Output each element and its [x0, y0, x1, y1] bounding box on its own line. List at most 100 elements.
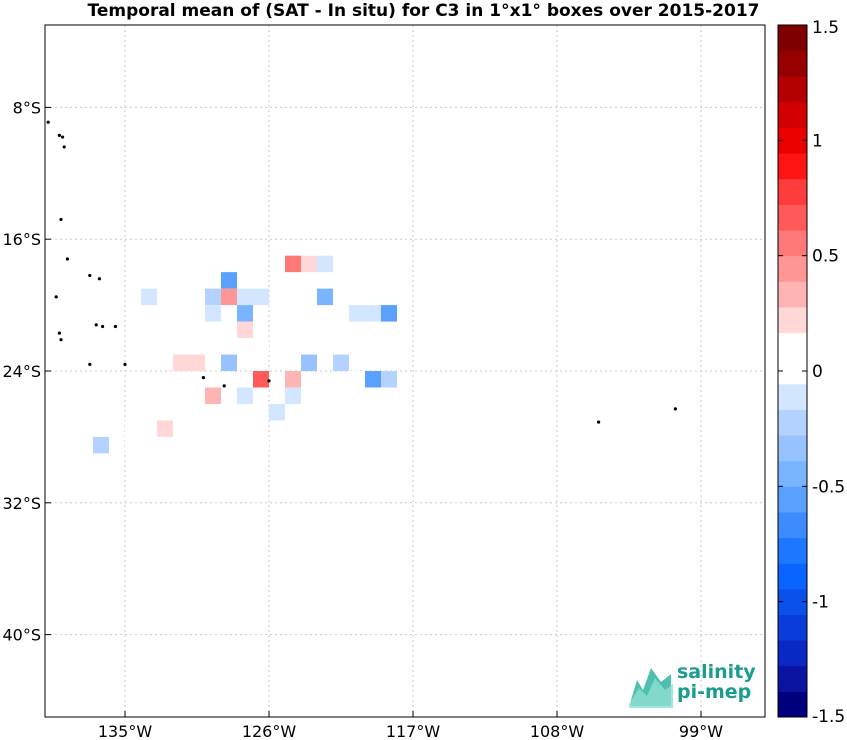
heatmap-cell-14 [365, 305, 381, 322]
colorbar-swatch-24 [778, 76, 807, 103]
heatmap-cell-15 [381, 305, 397, 322]
colorbar-swatch-3 [778, 614, 807, 641]
island-dot-10 [101, 324, 105, 329]
colorbar-swatch-14 [778, 332, 807, 359]
colorbar-swatch-11 [778, 409, 807, 436]
island-dot-18 [267, 379, 271, 383]
island-dot-0 [46, 120, 50, 124]
island-dot-20 [673, 407, 678, 411]
y-tick-label-2: 24°S [2, 362, 41, 381]
colorbar-swatch-17 [778, 255, 807, 282]
colorbar-swatch-26 [778, 25, 807, 52]
colorbar-swatch-25 [778, 50, 807, 77]
heatmap-cell-9 [253, 288, 269, 306]
island-dot-2 [61, 135, 65, 139]
colorbar-tick-label-4: -0.5 [812, 477, 845, 497]
heatmap-cell-32 [269, 403, 285, 421]
colorbar-swatch-16 [778, 281, 807, 308]
cell-layer [93, 255, 397, 454]
colorbar-tick-label-5: -1 [812, 593, 829, 613]
colorbar-swatch-7 [778, 511, 807, 539]
colorbar-swatch-9 [778, 460, 807, 487]
colorbar-tick-label-3: 0 [812, 362, 823, 382]
island-dot-5 [65, 257, 69, 261]
y-tick-label-1: 16°S [2, 230, 41, 249]
heatmap-cell-10 [317, 288, 333, 306]
colorbar-swatch-23 [778, 101, 807, 129]
heatmap-cell-22 [301, 354, 317, 371]
island-dot-17 [222, 384, 226, 388]
y-tick-label-4: 40°S [2, 626, 41, 645]
colorbar-swatch-1 [778, 665, 807, 692]
island-dot-3 [62, 145, 66, 149]
island-layer [46, 120, 678, 424]
y-tick-label-3: 32°S [2, 494, 41, 513]
x-tick-label-1: 126°W [242, 722, 297, 740]
colorbar-swatch-20 [778, 178, 807, 205]
island-dot-13 [59, 338, 63, 342]
x-tick-label-3: 108°W [530, 722, 585, 740]
colorbar-swatches [778, 25, 807, 718]
island-dot-16 [201, 375, 205, 380]
grid-layer [45, 25, 765, 717]
colorbar-swatch-10 [778, 435, 807, 462]
island-dot-14 [88, 362, 92, 367]
x-tick-label-4: 99°W [679, 722, 723, 740]
heatmap-cell-20 [189, 354, 205, 371]
logo-text-pi-mep: pi-mep [677, 681, 752, 703]
heatmap-cell-24 [253, 371, 269, 388]
heatmap-cell-33 [125, 420, 141, 437]
island-dot-4 [59, 217, 63, 222]
heatmap-cell-8 [237, 288, 253, 306]
heatmap-cell-3 [317, 255, 333, 273]
island-dot-15 [123, 362, 127, 367]
island-dot-19 [597, 420, 601, 424]
heatmap-cell-30 [237, 387, 253, 404]
heatmap-cell-28 [381, 371, 397, 388]
heatmap-cell-6 [205, 288, 221, 306]
island-dot-12 [57, 331, 62, 335]
heatmap-cell-26 [349, 371, 365, 388]
colorbar-tick-label-1: 1 [812, 131, 823, 151]
heatmap-cell-17 [349, 321, 365, 339]
heatmap-cell-0 [221, 272, 237, 289]
heatmap-cell-37 [237, 436, 253, 454]
heatmap-cell-34 [157, 420, 173, 437]
colorbar-tick-label-0: 1.5 [812, 18, 839, 38]
heatmap-cell-13 [349, 305, 365, 322]
heatmap-cell-11 [205, 305, 221, 322]
heatmap-cell-36 [93, 436, 109, 454]
x-tick-label-2: 117°W [386, 722, 441, 740]
heatmap-cell-29 [205, 387, 221, 404]
x-axis-ticks: 135°W 126°W 117°W 108°W 99°W [98, 711, 723, 740]
colorbar-swatch-12 [778, 383, 807, 410]
heatmap-cell-5 [189, 288, 205, 306]
heatmap-cell-4 [141, 288, 157, 306]
colorbar-swatch-15 [778, 306, 807, 334]
colorbar-swatch-19 [778, 204, 807, 231]
heatmap-cell-38 [253, 436, 269, 454]
colorbar-swatch-18 [778, 230, 807, 257]
heatmap-cell-19 [173, 354, 189, 371]
heatmap-cell-27 [365, 371, 381, 388]
heatmap-cell-16 [237, 321, 253, 339]
heatmap-cell-7 [221, 288, 237, 306]
colorbar-swatch-0 [778, 691, 807, 718]
colorbar-swatch-8 [778, 486, 807, 513]
heatmap-cell-25 [285, 371, 301, 388]
chart-title: Temporal mean of (SAT - In situ) for C3 … [87, 1, 760, 21]
colorbar-tick-label-6: -1.5 [812, 707, 845, 727]
island-dot-11 [113, 324, 117, 329]
y-tick-label-0: 8°S [13, 98, 41, 117]
y-axis-ticks: 8°S 16°S 24°S 32°S 40°S [2, 98, 51, 645]
colorbar-swatch-21 [778, 153, 807, 180]
heatmap-cell-12 [237, 305, 253, 322]
heatmap-cell-2 [301, 255, 317, 273]
island-dot-9 [94, 323, 98, 327]
heatmap-cell-23 [333, 354, 349, 371]
x-tick-label-0: 135°W [98, 722, 153, 740]
colorbar-swatch-2 [778, 640, 807, 667]
island-dot-8 [54, 295, 58, 299]
